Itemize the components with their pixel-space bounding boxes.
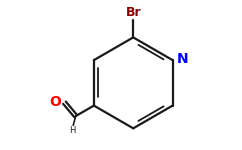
Text: Br: Br: [125, 6, 141, 19]
Text: O: O: [49, 95, 61, 109]
Text: H: H: [69, 126, 76, 135]
Text: N: N: [176, 52, 188, 66]
